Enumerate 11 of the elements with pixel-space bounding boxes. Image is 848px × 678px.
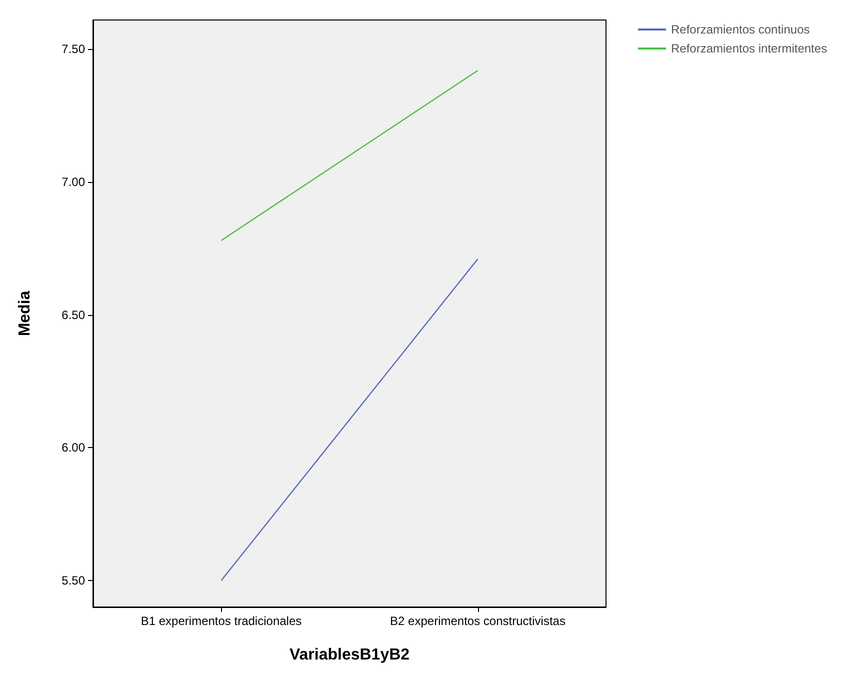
x-tick-label: B1 experimentos tradicionales [140, 614, 302, 628]
x-tick-label: B2 experimentos constructivistas [390, 614, 566, 628]
y-tick-label: 7.50 [62, 42, 86, 56]
legend-label: Reforzamientos intermitentes [671, 42, 828, 56]
x-axis-title: VariablesB1yB2 [289, 646, 410, 664]
y-tick-label: 5.50 [62, 573, 86, 588]
y-tick-label: 7.00 [62, 175, 86, 190]
y-tick-label: 6.50 [62, 308, 86, 322]
y-tick-label: 6.00 [62, 440, 86, 455]
legend-label: Reforzamientos continuos [671, 22, 810, 36]
y-axis-title: Media [16, 290, 34, 336]
